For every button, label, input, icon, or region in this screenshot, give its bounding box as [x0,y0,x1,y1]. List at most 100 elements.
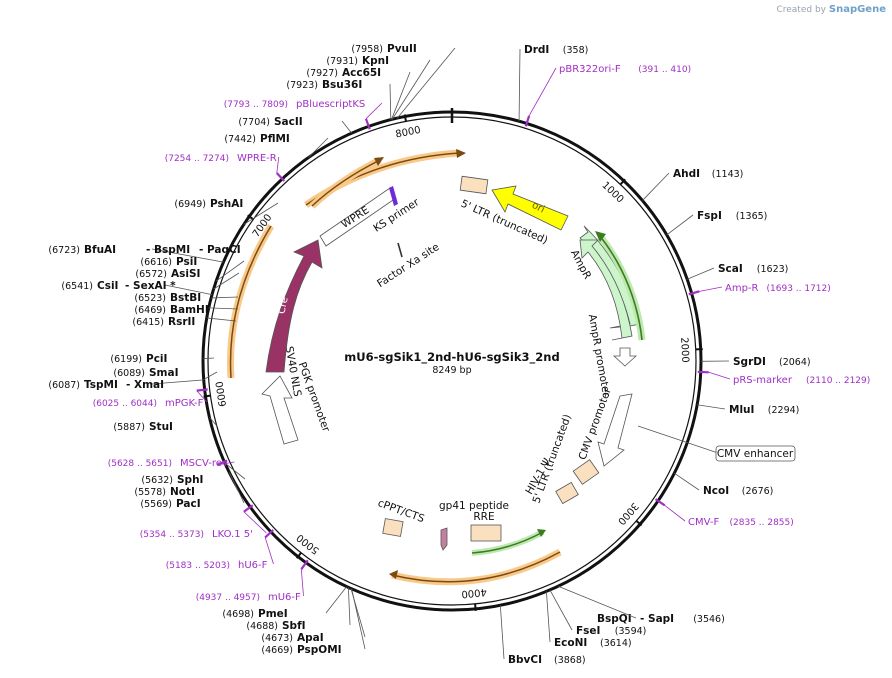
site-leader-line [211,296,239,299]
ltr5-top-box [459,175,489,195]
site-leader-line [518,48,521,122]
site-leader-line [697,404,726,410]
site-xmai[interactable]: - XmaI [126,379,164,391]
site-bstbi[interactable]: (6523) BstBI [134,292,239,304]
primer-wpre-r[interactable]: WPRE-R (7254 .. 7274) [165,153,286,182]
site-rsrii[interactable]: (6415) RsrII [132,316,237,328]
primer-range: (4937 .. 4957) [196,593,260,603]
site-sbfi[interactable]: (4688) SbfI [246,587,351,632]
site-sgrdi[interactable]: SgrDI (2064) [700,356,811,368]
tick-mark [635,520,643,527]
cre-feature[interactable] [265,239,323,373]
site-scai[interactable]: ScaI (1623) [687,263,788,280]
site-position: (6616) [140,257,172,268]
left-orf-arc [229,225,272,379]
site-leader-line [325,586,347,614]
site-name: PshAI [210,198,243,210]
site-position: (4688) [246,621,278,632]
site-leader-line [308,137,329,158]
site-csii[interactable]: (6541) CsiI [61,280,213,296]
site-bspqi[interactable]: BspQI [597,613,632,625]
site-name: RsrII [168,316,195,328]
bottom-orf-highlight [391,548,562,586]
site-leader-line [341,120,352,134]
site-tspmi[interactable]: (6087) TspMI [48,379,204,391]
site-leader-line [499,605,505,660]
primer-name: pRS-marker [733,375,793,386]
site-paqci[interactable]: - PaqCI [199,244,241,256]
ampr-promoter-label: AmpR promoter [586,313,612,398]
site-mlui[interactable]: MluI (2294) [697,404,799,416]
primer-range: (7254 .. 7274) [165,154,229,164]
primer-mark [688,290,700,296]
site-bspmi[interactable]: - BspMI [146,244,190,256]
site-pshai[interactable]: (6949) PshAI [174,198,279,225]
site-bbvci[interactable]: BbvCI (3868) [499,605,586,666]
site-leader-line [209,417,218,427]
primer-pbluescriptks[interactable]: pBluescriptKS (7793 .. 7809) [224,99,383,130]
site-kpni[interactable]: (7931) KpnI [326,55,431,120]
credit-prefix: Created by [776,5,826,15]
site-drdi[interactable]: DrdI (358) [518,44,588,122]
primer-pbr322ori-f[interactable]: pBR322ori-F (391 .. 410) [524,64,691,127]
primer-leader-line [216,461,235,466]
site-smai[interactable]: (6089) SmaI [113,367,218,380]
primer-range: (5183 .. 5203) [166,561,230,571]
site-paci[interactable]: (5569) PacI [140,473,245,510]
rre-orf-arc [471,531,544,554]
primer-name: MSCV-rev [180,458,228,469]
site-bfuai[interactable]: (6723) BfuAI [48,244,224,263]
primer-name: Amp-R [725,283,759,294]
site-name: TspMI [84,379,118,391]
primer-prs-marker[interactable]: pRS-marker (2110 .. 2129) [697,370,871,386]
site-sexai[interactable]: - SexAI * [125,280,176,292]
primer-mu6-f[interactable]: mU6-F (4937 .. 4957) [196,559,309,603]
primer-amp-r[interactable]: Amp-R (1693 .. 1712) [688,283,831,296]
primer-mpgk-f[interactable]: mPGK-F (6025 .. 6044) [93,388,208,409]
site-bamhi[interactable]: (6469) BamHI [134,304,239,316]
primer-cmv-f[interactable]: CMV-F (2835 .. 2855) [654,498,794,528]
site-leader-line [396,47,456,119]
site-sphi[interactable]: (5632) SphI [141,462,246,486]
site-name: PacI [176,498,201,510]
site-acc65i[interactable]: (7927) Acc65I [306,67,411,120]
site-name: SgrDI [733,356,766,368]
site-pspomi[interactable]: (4669) PspOMI [261,588,366,656]
primer-mark [654,498,666,507]
factor-xa-label: Factor Xa site [375,241,441,290]
site-sapi[interactable]: - SapI (3546) [558,585,725,625]
primer-leader-line [365,102,383,120]
site-name: MluI [729,404,754,416]
site-name: SmaI [149,367,179,379]
site-asisi[interactable]: (6572) AsiSI [135,268,240,290]
primer-mscv-rev[interactable]: MSCV-rev (5628 .. 5651) [108,458,235,469]
primer-lko-1-5-[interactable]: LKO.1 5' (5354 .. 5373) [140,504,267,540]
site-pcii[interactable]: (6199) PciI [110,353,215,365]
site-psii[interactable]: (6616) PsiI [140,256,245,282]
site-fspi[interactable]: FspI (1365) [666,210,768,236]
site-ahdi[interactable]: AhdI (1143) [642,168,743,201]
site-leader-line [549,589,573,631]
ampr-promoter-feature [612,347,638,367]
site-pflmi[interactable]: (7442) PflMI [224,133,329,158]
primer-name: LKO.1 5' [212,529,253,540]
cre-label: Cre [276,296,290,315]
hiv-psi-box [555,481,579,505]
site-ncoi[interactable]: NcoI (2676) [674,472,773,497]
site-stui[interactable]: (5887) StuI [113,417,218,433]
site-econi[interactable]: EcoNI (3614) [546,591,632,649]
cmv-enhancer-box[interactable] [715,445,796,462]
site-pmei[interactable]: (4698) PmeI [222,586,347,620]
site-sacii[interactable]: (7704) SacII [238,116,352,134]
site-pvuii[interactable]: (7958) PvuII [351,43,456,119]
primer-mark [264,529,274,539]
tick-mark [474,603,477,611]
primer-name: pBluescriptKS [296,99,365,110]
site-bsu36i[interactable]: (7923) Bsu36I [286,79,392,120]
site-position: (6089) [113,368,145,379]
primer-hu6-f[interactable]: hU6-F (5183 .. 5203) [166,529,274,571]
site-fsei[interactable]: FseI (3594) [549,589,646,637]
ori-feature[interactable] [491,185,569,231]
site-position: (7923) [286,80,318,91]
orf2-arc [311,159,381,207]
